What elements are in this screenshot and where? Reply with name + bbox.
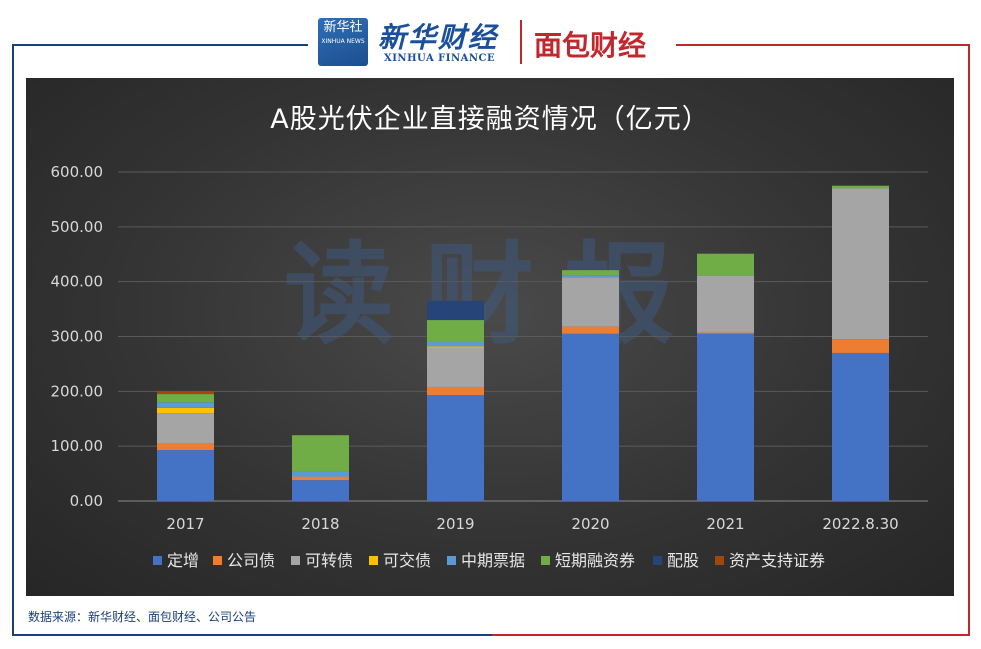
bar-segment: [562, 277, 619, 327]
legend-label: 资产支持证券: [729, 551, 825, 570]
bar-segment: [427, 386, 484, 396]
legend-swatch: [369, 556, 378, 565]
bar-segment: [697, 332, 754, 334]
y-tick-label: 0.00: [70, 492, 103, 510]
bar-segment: [292, 471, 349, 477]
chart-svg: 读财报 A股光伏企业直接融资情况（亿元） 0.00 100.00 200.00 300…: [51, 104, 928, 570]
partner-brand: 面包财经: [534, 29, 647, 62]
brand-en: XINHUA FINANCE: [384, 53, 496, 64]
y-tick-label: 300.00: [51, 328, 104, 346]
y-tick-label: 400.00: [51, 273, 104, 291]
bar-segment: [562, 333, 619, 501]
bar-segment: [292, 476, 349, 478]
bar-segment: [157, 413, 214, 444]
bar-segment: [292, 480, 349, 501]
frame-top-left-line: [12, 44, 308, 46]
frame-bottom-left-line: [12, 634, 492, 636]
legend: 定增 公司债 可转债 可交债 中期票据 短期融资券 配股 资产支持证券: [153, 551, 825, 570]
x-tick-label: 2018: [301, 515, 339, 533]
x-tick-label: 2020: [571, 515, 609, 533]
bar-segment: [562, 270, 619, 276]
frame-top-right-line: [676, 44, 970, 46]
chart-panel: 读财报 A股光伏企业直接融资情况（亿元） 0.00 100.00 200.00 300…: [26, 78, 954, 596]
bar-segment: [832, 352, 889, 501]
bar-segment: [427, 347, 484, 387]
bar-segment: [427, 395, 484, 501]
bar-segment: [427, 300, 484, 321]
legend-swatch: [715, 556, 724, 565]
bar-segment: [697, 333, 754, 501]
legend-label: 中期票据: [461, 551, 525, 570]
x-axis-ticks: 2017 2018 2019 2020 2021 2022.8.30: [166, 515, 898, 533]
logo-subtext: XINHUA NEWS: [321, 38, 365, 45]
bars: [157, 185, 889, 501]
header-separator: [520, 20, 522, 64]
watermark: 读财报: [284, 231, 704, 359]
y-tick-label: 500.00: [51, 218, 104, 236]
legend-swatch: [447, 556, 456, 565]
bar-segment: [832, 188, 889, 340]
frame-left-line: [12, 44, 14, 636]
legend-label: 可转债: [305, 551, 353, 570]
bar-segment: [562, 326, 619, 334]
x-tick-label: 2021: [706, 515, 744, 533]
x-tick-label: 2022.8.30: [822, 515, 898, 533]
header: 新华社 XINHUA NEWS 新华财经 XINHUA FINANCE 面包财经: [0, 6, 981, 70]
y-tick-label: 200.00: [51, 382, 104, 400]
legend-swatch: [541, 556, 550, 565]
brand-cn: 新华财经: [378, 21, 499, 54]
legend-label: 短期融资券: [555, 551, 635, 570]
bar-segment: [157, 407, 214, 414]
legend-label: 公司债: [227, 551, 275, 570]
legend-swatch: [213, 556, 222, 565]
bar-segment: [427, 346, 484, 348]
bar-segment: [292, 435, 349, 472]
frame-bottom-right-line: [492, 634, 970, 636]
frame-right-line: [968, 44, 970, 636]
bar-segment: [157, 443, 214, 451]
bar-segment: [832, 339, 889, 353]
grid-lines: [118, 171, 928, 502]
bar-segment: [697, 275, 754, 333]
chart-title: A股光伏企业直接融资情况（亿元）: [270, 104, 709, 135]
bar-segment: [157, 394, 214, 403]
x-tick-label: 2019: [436, 515, 474, 533]
logo-text: 新华社: [323, 20, 363, 35]
bar-segment: [157, 402, 214, 408]
legend-swatch: [153, 556, 162, 565]
legend-swatch: [653, 556, 662, 565]
bar-segment: [157, 391, 214, 395]
xinhua-news-logo: 新华社 XINHUA NEWS: [318, 18, 368, 66]
bar-segment: [697, 253, 754, 276]
source-note: 数据来源：新华财经、面包财经、公司公告: [28, 610, 257, 624]
legend-swatch: [291, 556, 300, 565]
legend-label: 配股: [667, 551, 699, 570]
bar-segment: [292, 477, 349, 481]
bar-segment: [427, 320, 484, 342]
x-tick-label: 2017: [166, 515, 204, 533]
bar-segment: [832, 185, 889, 189]
legend-label: 可交债: [383, 551, 431, 570]
y-axis-ticks: 0.00 100.00 200.00 300.00 400.00 500.00 600.00: [51, 163, 104, 510]
bar-segment: [427, 341, 484, 347]
bar-segment: [562, 275, 619, 278]
y-tick-label: 100.00: [51, 437, 104, 455]
bar-segment: [157, 450, 214, 501]
y-tick-label: 600.00: [51, 163, 104, 181]
legend-label: 定增: [167, 551, 199, 570]
